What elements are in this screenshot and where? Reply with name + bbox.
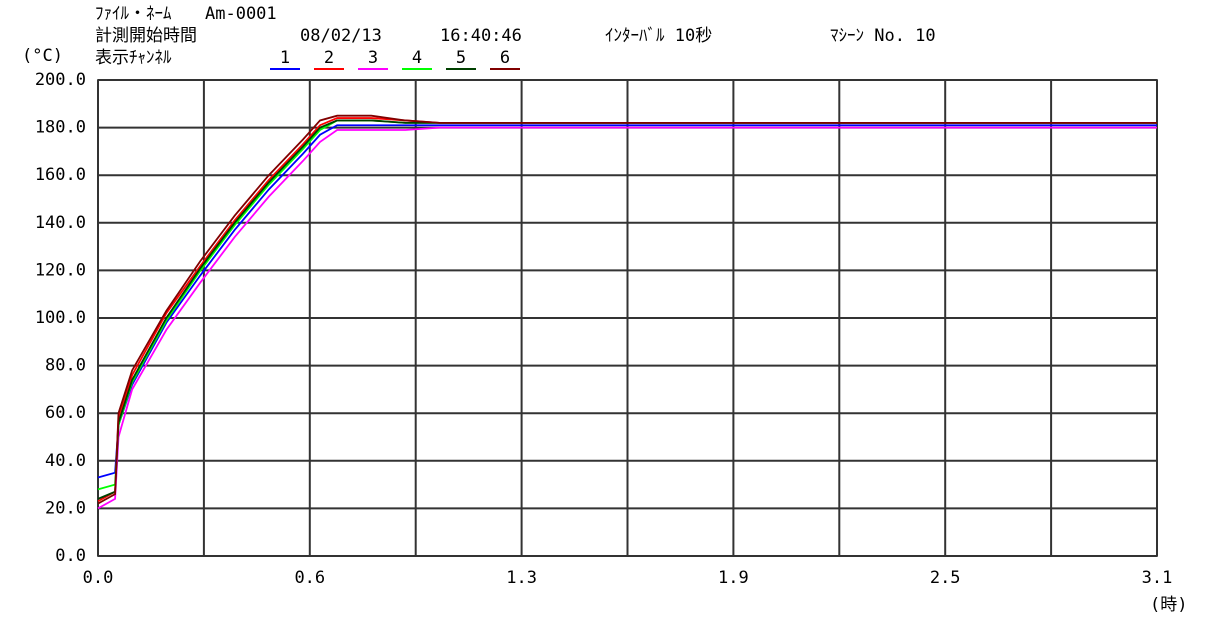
series-line (97, 114, 1157, 505)
y-tick-label: 80.0 (45, 356, 86, 376)
interval: ｲﾝﾀｰﾊﾞﾙ 10秒 (605, 26, 712, 46)
y-tick-label: 100.0 (35, 308, 86, 328)
y-tick-label: 120.0 (35, 260, 86, 280)
y-tick-label: 160.0 (35, 165, 86, 185)
start-date: 08/02/13 (300, 26, 382, 46)
x-tick-label: 1.9 (718, 568, 749, 588)
legend-label: 5 (456, 48, 466, 68)
series-line (97, 126, 1157, 510)
x-tick-label: 0.6 (294, 568, 325, 588)
x-tick-label: 0.0 (83, 568, 114, 588)
legend-label: 4 (412, 48, 422, 68)
y-axis-label: (°C) (22, 46, 63, 66)
legend-label: 2 (324, 48, 334, 68)
x-axis-label: (時) (1150, 595, 1187, 615)
y-tick-label: 180.0 (35, 118, 86, 138)
legend-label: 6 (500, 48, 510, 68)
legend-label: 1 (280, 48, 290, 68)
y-tick-label: 40.0 (45, 451, 86, 471)
start-label: 計測開始時間 (95, 26, 197, 46)
x-tick-label: 1.3 (506, 568, 537, 588)
y-tick-label: 0.0 (55, 546, 86, 566)
y-tick-label: 200.0 (35, 70, 86, 90)
series-line (97, 124, 1157, 479)
start-time: 16:40:46 (440, 26, 522, 46)
file-name: Am-0001 (205, 4, 277, 24)
x-tick-label: 2.5 (930, 568, 961, 588)
legend-label: 3 (368, 48, 378, 68)
x-tick-label: 3.1 (1142, 568, 1173, 588)
machine: ﾏｼｰﾝ No. 10 (830, 26, 936, 46)
y-tick-label: 60.0 (45, 403, 86, 423)
file-label: ﾌｧｲﾙ・ﾈｰﾑ (95, 4, 172, 24)
y-tick-label: 140.0 (35, 213, 86, 233)
legend-title: 表示ﾁｬﾝﾈﾙ (95, 48, 172, 68)
y-tick-label: 20.0 (45, 498, 86, 518)
